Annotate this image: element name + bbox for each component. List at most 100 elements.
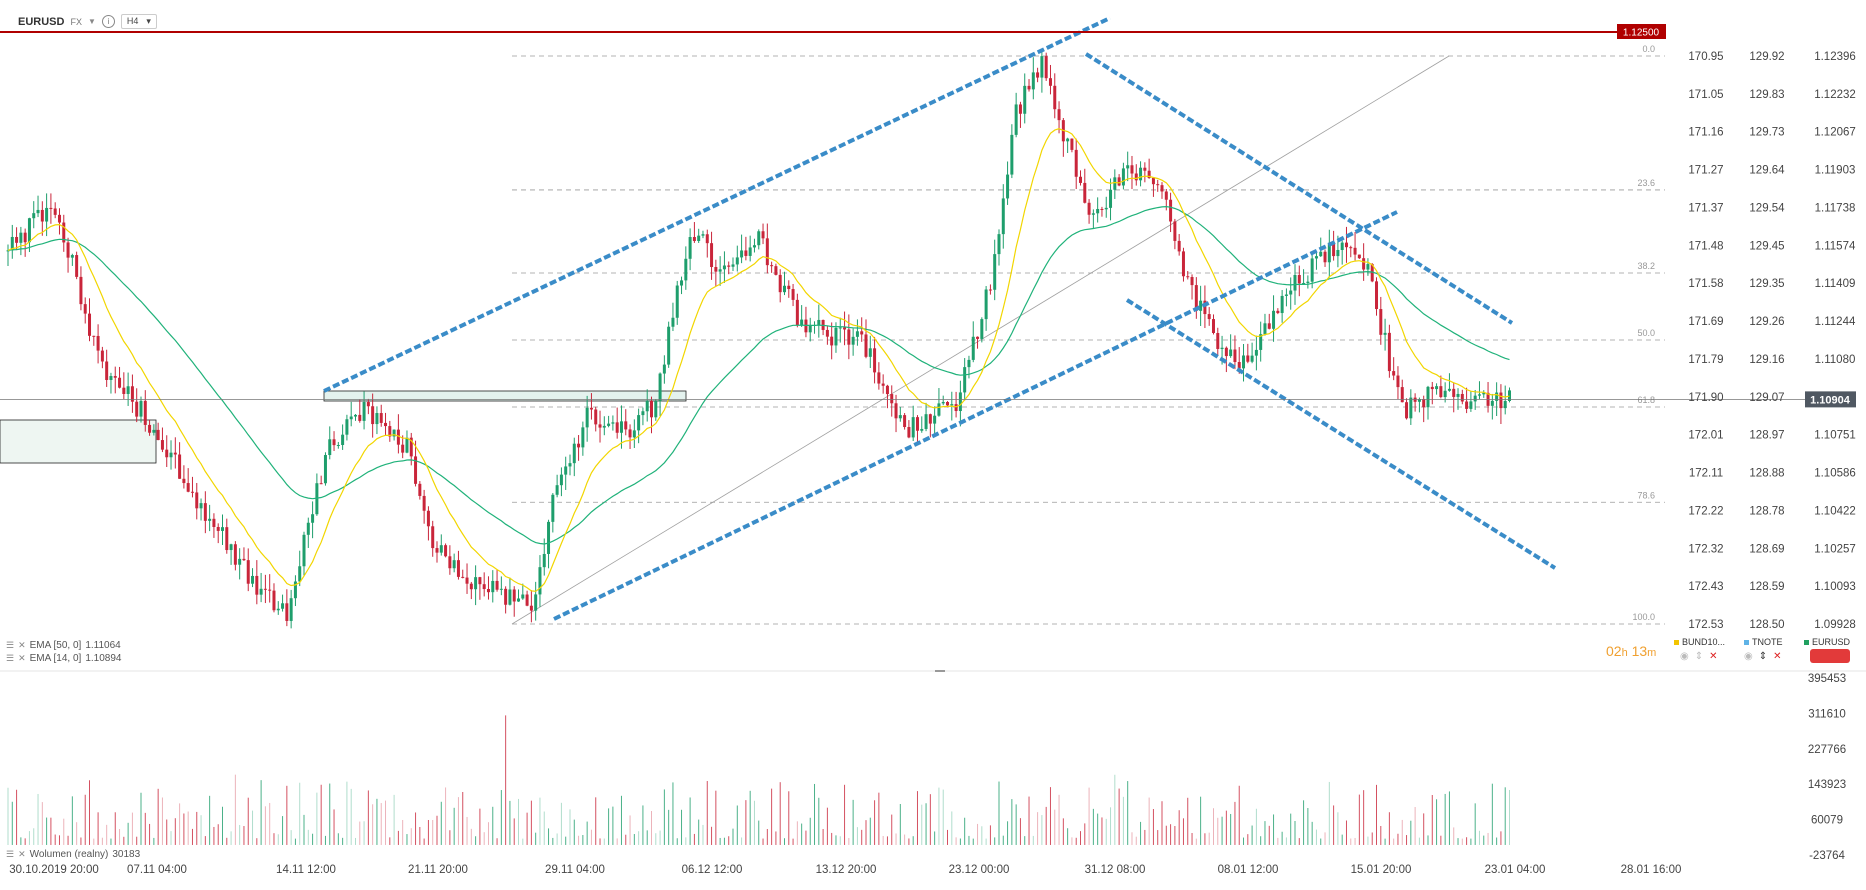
legend-item-eurusd[interactable]: EURUSD (1804, 637, 1850, 647)
list-icon[interactable]: ☰ (6, 849, 15, 859)
candle-body (697, 235, 701, 241)
candle-body (885, 385, 889, 395)
candle-body (1018, 104, 1022, 114)
candle-body (311, 514, 315, 523)
list-icon[interactable]: ☰ (6, 653, 15, 663)
candle-body (915, 417, 919, 431)
candle-body (182, 478, 186, 484)
candle-body (173, 452, 177, 455)
candle-body (1121, 168, 1125, 186)
volume-label: Wolumen (realny) (29, 849, 109, 860)
close-icon[interactable]: ✕ (1773, 651, 1782, 662)
y-tick-label: 1.10751 (1814, 430, 1856, 442)
candle-body (933, 415, 937, 424)
legend-label: BUND10... (1682, 637, 1726, 647)
candle-body (45, 207, 49, 222)
candle-body (791, 289, 795, 300)
candle-body (684, 258, 688, 281)
legend-swatch (1744, 639, 1749, 645)
candle-body (624, 421, 628, 430)
zone-rectangle[interactable] (0, 419, 157, 464)
eurusd-toggle[interactable] (1810, 649, 1850, 663)
candle-body (538, 567, 542, 595)
candle-body (148, 424, 152, 433)
volume-tick-label: 227766 (1808, 744, 1846, 756)
candle-body (765, 238, 769, 266)
candle-body (1242, 355, 1246, 369)
eye-icon[interactable]: ◉ (1744, 651, 1753, 662)
eye-icon[interactable]: ◉ (1680, 651, 1689, 662)
candle-body (40, 209, 44, 222)
candle-body (70, 255, 74, 258)
candle-body (122, 387, 126, 394)
list-icon[interactable]: ☰ (6, 640, 15, 650)
channel-line[interactable] (323, 16, 1111, 393)
candle-body (585, 407, 589, 428)
y-tick-label: 128.69 (1749, 543, 1784, 555)
candle-body (843, 327, 847, 330)
info-icon[interactable]: i (101, 15, 115, 28)
close-icon[interactable]: ✕ (18, 640, 26, 650)
legend-controls-bund[interactable]: ◉ ⇕ ✕ (1680, 651, 1718, 662)
candle-body (1327, 242, 1331, 263)
channel-line[interactable] (1084, 52, 1514, 325)
channel-line[interactable] (1125, 298, 1557, 570)
candle-body (894, 403, 898, 419)
candle-body (984, 289, 988, 320)
legend-swatch (1804, 639, 1809, 645)
legend-controls-tnote[interactable]: ◉ ⇕ ✕ (1744, 651, 1782, 662)
symbol-label[interactable]: EURUSD (18, 15, 65, 28)
legend-item-bund[interactable]: BUND10... (1674, 637, 1725, 647)
candle-body (469, 583, 473, 590)
timeframe-select[interactable]: H4 ▾ (120, 14, 157, 29)
ema-14-indicator[interactable]: ☰ ✕ EMA [14, 0] 1.10894 (6, 653, 121, 664)
candle-body (847, 329, 851, 345)
candle-body (774, 266, 778, 275)
candle-body (1001, 198, 1005, 235)
chevron-down-icon[interactable]: ▼ (87, 17, 96, 26)
countdown-minutes-unit: m (1647, 647, 1657, 659)
fib-level-label: 100.0 (1632, 612, 1655, 622)
candle-body (1375, 281, 1379, 310)
ema-14-value: 1.10894 (85, 653, 122, 664)
candle-body (1267, 323, 1271, 329)
countdown-hours-unit: h (1621, 647, 1628, 659)
candle-body (499, 588, 503, 590)
candle-body (474, 577, 478, 590)
candle-body (551, 494, 555, 522)
candle-body (92, 335, 96, 337)
candle-body (542, 553, 546, 568)
candle-countdown: 02h 13m (1606, 643, 1656, 659)
candle-body (422, 495, 426, 511)
y-tick-label: 171.90 (1688, 392, 1723, 404)
candle-body (1344, 242, 1348, 248)
candle-body (611, 422, 615, 424)
sort-icon[interactable]: ⇕ (1694, 651, 1704, 662)
candle-body (195, 492, 199, 509)
sort-icon[interactable]: ⇕ (1758, 651, 1768, 662)
candle-body (1383, 332, 1387, 335)
candle-body (353, 414, 357, 417)
channel-line[interactable] (553, 210, 1398, 621)
close-icon[interactable]: ✕ (18, 653, 26, 663)
legend-item-tnote[interactable]: TNOTE (1744, 637, 1783, 647)
candle-body (259, 588, 263, 595)
candle-body (744, 250, 748, 256)
candle-body (735, 257, 739, 265)
candle-body (444, 545, 448, 557)
candle-body (770, 265, 774, 267)
candle-body (508, 589, 512, 605)
close-icon[interactable]: ✕ (1709, 651, 1718, 662)
resistance-tag (1617, 24, 1666, 39)
candle-body (1246, 355, 1250, 362)
close-icon[interactable]: ✕ (18, 849, 26, 859)
fib-level-label: 78.6 (1637, 490, 1655, 500)
volume-indicator[interactable]: ☰ ✕ Wolumen (realny) 30183 (6, 849, 140, 860)
candle-body (1482, 392, 1486, 395)
ema-50-indicator[interactable]: ☰ ✕ EMA [50, 0] 1.11064 (6, 640, 121, 651)
candle-body (1194, 285, 1198, 311)
candle-body (941, 402, 945, 404)
zone-rectangle[interactable] (323, 390, 687, 402)
